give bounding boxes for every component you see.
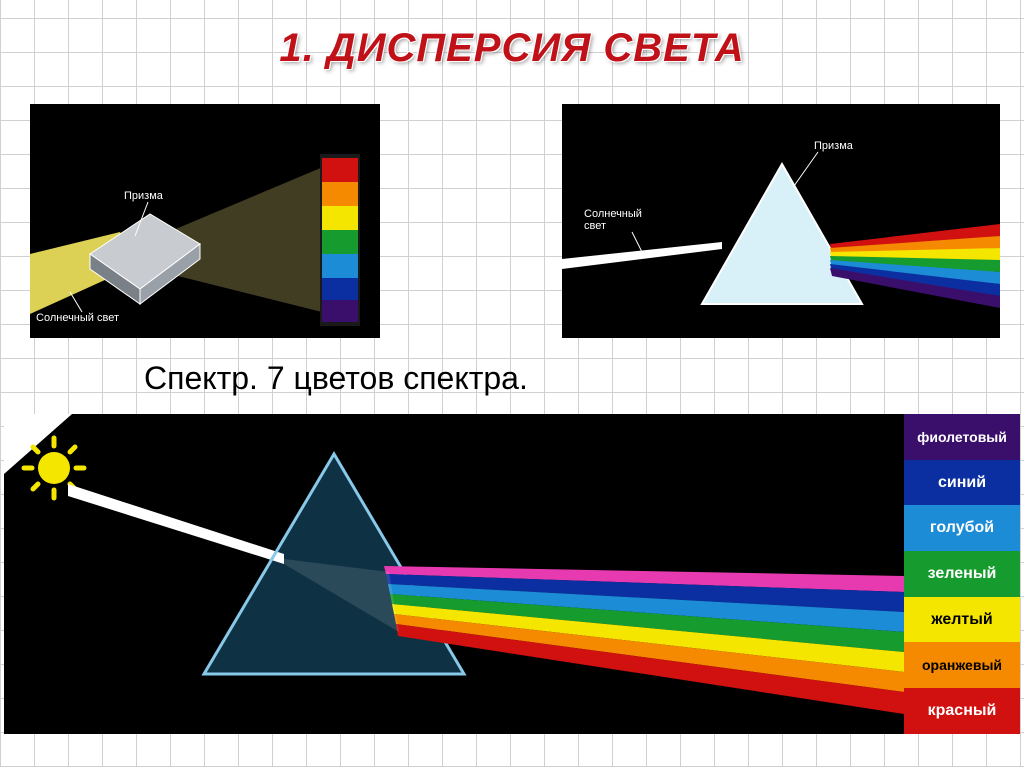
incoming-ray-big [68, 484, 284, 564]
figure-prism-2: Призма Солнечныйсвет [562, 104, 1000, 338]
prism-glow [204, 454, 464, 674]
label-prism-1: Призма [124, 190, 163, 202]
spectrum-screen [320, 154, 360, 326]
spectrum-legend: фиолетовый синий голубой зеленый желтый … [904, 414, 1020, 734]
page-title: 1. ДИСПЕРСИЯ СВЕТА [0, 26, 1024, 71]
label-sunlight-1: Солнечный свет [36, 312, 119, 324]
label-sunlight-2: Солнечныйсвет [584, 208, 642, 232]
legend-row-violet: фиолетовый [904, 414, 1020, 460]
figure-prism-3 [4, 414, 904, 734]
legend-row-orange: оранжевый [904, 642, 1020, 688]
legend-row-yellow: желтый [904, 597, 1020, 643]
legend-row-green: зеленый [904, 551, 1020, 597]
spectrum-caption: Спектр. 7 цветов спектра. [144, 360, 528, 397]
incoming-ray [562, 242, 722, 269]
figure-prism-1: Призма Солнечный свет [30, 104, 380, 338]
legend-row-red: красный [904, 688, 1020, 734]
legend-row-blue: синий [904, 460, 1020, 506]
legend-row-cyan: голубой [904, 505, 1020, 551]
prism-triangle [702, 164, 862, 304]
dispersed-rays-big [384, 566, 904, 714]
label-prism-2: Призма [814, 140, 853, 152]
